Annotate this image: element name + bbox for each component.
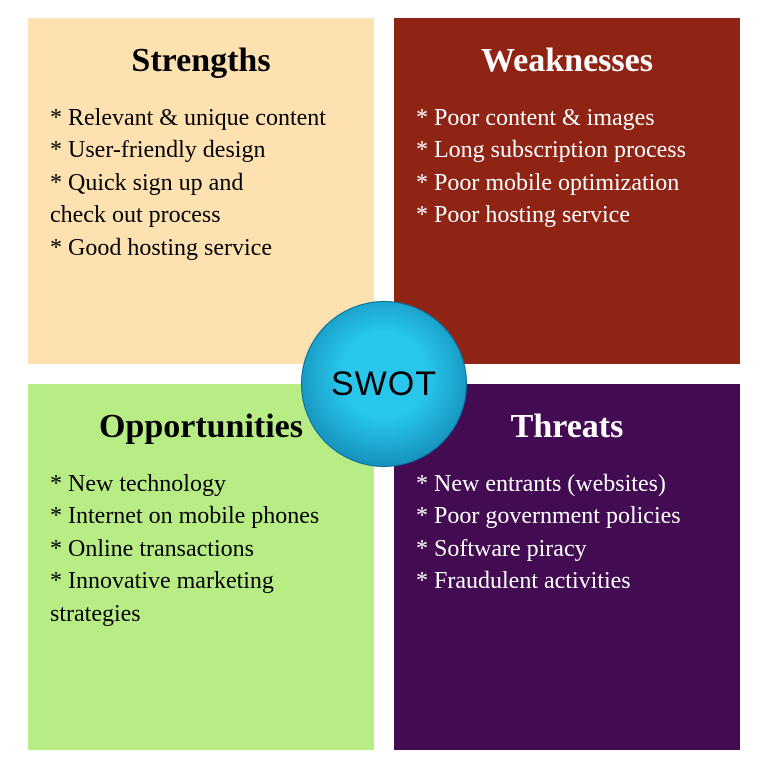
swot-center-label: SWOT (331, 365, 437, 404)
quadrant-weaknesses-title: Weaknesses (416, 42, 718, 80)
quadrant-opportunities-list: * New technology * Internet on mobile ph… (50, 468, 352, 630)
quadrant-threats-list: * New entrants (websites) * Poor governm… (416, 468, 718, 598)
quadrant-strengths: Strengths * Relevant & unique content * … (28, 18, 374, 364)
quadrant-strengths-title: Strengths (50, 42, 352, 80)
quadrant-weaknesses-list: * Poor content & images * Long subscript… (416, 102, 718, 232)
quadrant-weaknesses: Weaknesses * Poor content & images * Lon… (394, 18, 740, 364)
quadrant-strengths-list: * Relevant & unique content * User-frien… (50, 102, 352, 264)
swot-center-circle: SWOT (301, 301, 467, 467)
